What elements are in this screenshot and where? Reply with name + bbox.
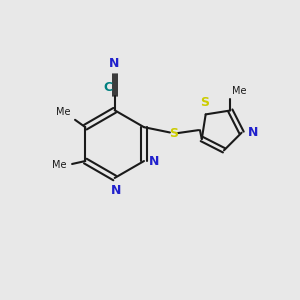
Text: C: C [103, 81, 113, 94]
Text: N: N [248, 126, 258, 139]
Text: N: N [149, 154, 160, 167]
Text: N: N [109, 57, 119, 70]
Text: S: S [169, 127, 178, 140]
Text: S: S [200, 96, 209, 109]
Text: Me: Me [56, 107, 70, 117]
Text: Me: Me [232, 86, 246, 96]
Text: Me: Me [52, 160, 66, 170]
Text: N: N [111, 184, 121, 197]
